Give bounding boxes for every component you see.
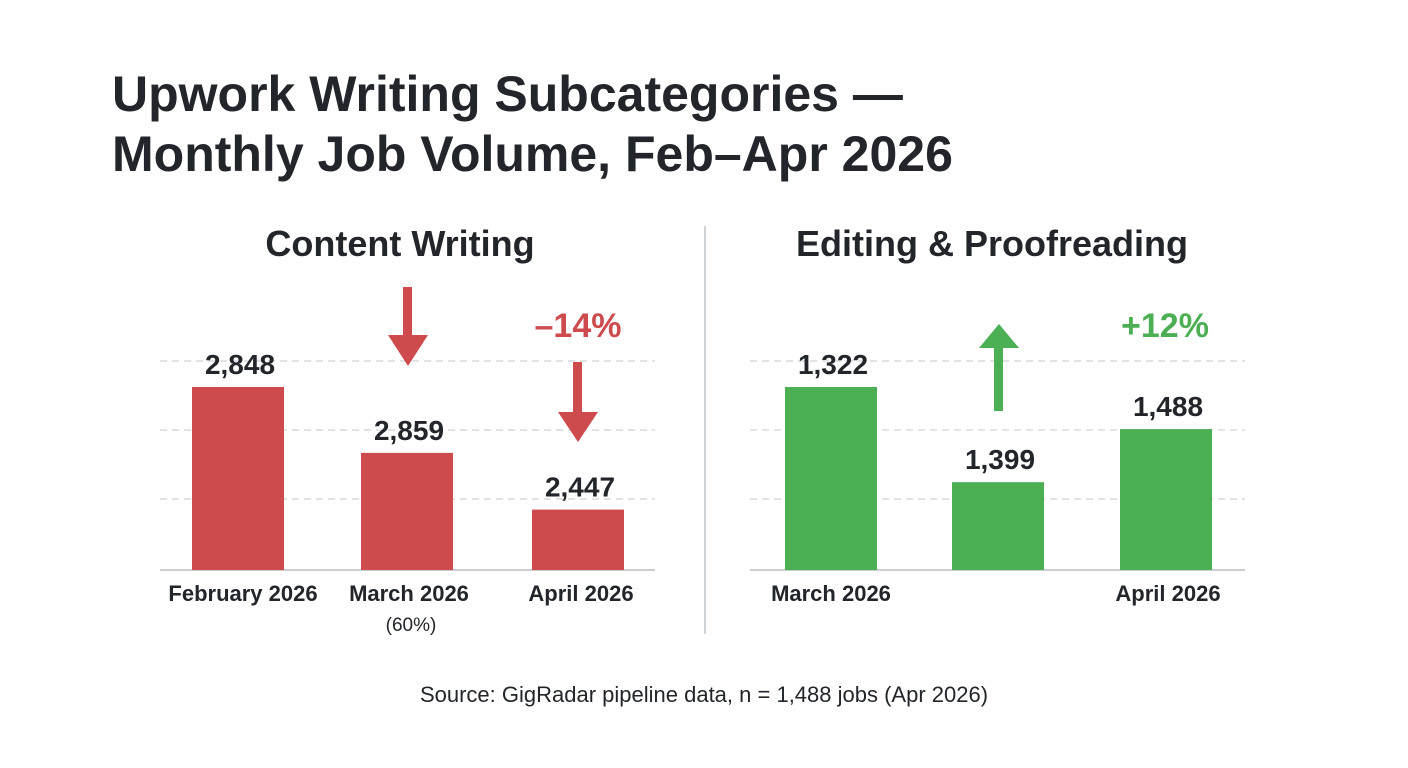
content-writing-change-label: –14% <box>535 307 622 345</box>
chart-title-line-1: Upwork Writing Subcategories — <box>112 66 903 122</box>
content-writing-x-tick-labels: February 2026 March 2026 (60%) April 202… <box>168 581 633 636</box>
editing-proofreading-value-labels: 1,322 1,399 1,488 <box>798 349 1203 475</box>
content-writing-value-labels: 2,848 2,859 2,447 <box>205 349 615 503</box>
up-arrow-icon <box>979 324 1019 411</box>
bar <box>192 387 284 570</box>
x-tick-label: March 2026 <box>349 581 469 606</box>
bar-value-label: 1,399 <box>965 444 1035 475</box>
x-tick-label: February 2026 <box>168 581 317 606</box>
x-tick-label: April 2026 <box>528 581 633 606</box>
bar <box>785 387 877 570</box>
editing-proofreading-panel: Editing & Proofreading 1,322 1,399 1,488… <box>750 223 1245 606</box>
bar <box>361 452 453 570</box>
panel-divider <box>704 226 706 634</box>
x-tick-label: March 2026 <box>771 581 891 606</box>
content-writing-bars <box>192 387 624 570</box>
bar <box>952 482 1044 570</box>
chart-title-line-2: Monthly Job Volume, Feb–Apr 2026 <box>112 126 953 182</box>
bar-value-label: 2,447 <box>545 472 615 503</box>
editing-proofreading-title: Editing & Proofreading <box>796 223 1188 264</box>
bar <box>1120 429 1212 570</box>
x-tick-sublabel: (60%) <box>386 615 437 636</box>
content-writing-title: Content Writing <box>265 223 534 264</box>
bar-value-label: 1,488 <box>1133 391 1203 422</box>
bar-value-label: 1,322 <box>798 349 868 380</box>
editing-proofreading-change-label: +12% <box>1121 307 1209 345</box>
source-note: Source: GigRadar pipeline data, n = 1,48… <box>419 682 989 707</box>
x-tick-label: April 2026 <box>1115 581 1220 606</box>
bar-value-label: 2,859 <box>374 415 444 446</box>
down-arrow-icon <box>388 287 428 366</box>
bar-value-label: 2,848 <box>205 349 275 380</box>
chart-title: Upwork Writing Subcategories — Monthly J… <box>112 64 1312 184</box>
editing-proofreading-bars <box>785 387 1212 570</box>
bar <box>532 509 624 570</box>
content-writing-panel: Content Writing 2,848 2,859 2,447 Februa… <box>160 223 655 636</box>
down-arrow-icon <box>558 362 598 442</box>
editing-proofreading-x-tick-labels: March 2026 April 2026 <box>771 581 1221 606</box>
